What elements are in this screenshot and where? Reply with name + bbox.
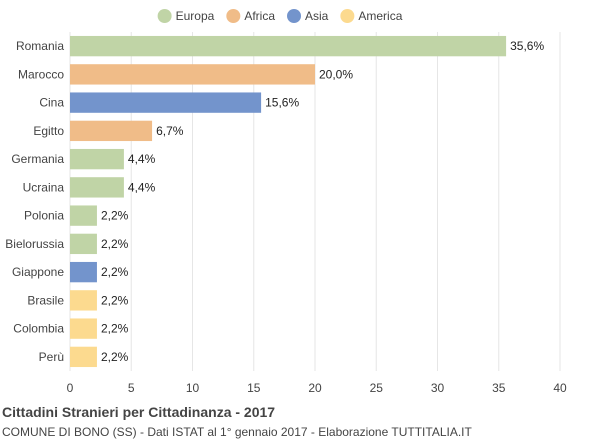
value-label: 20,0% bbox=[319, 67, 353, 81]
category-label: Perù bbox=[39, 350, 64, 364]
x-tick-label: 15 bbox=[247, 381, 261, 395]
legend-label: Asia bbox=[305, 9, 329, 23]
bar-chart: Europa Africa Asia America Romania Marocco Ci… bbox=[5, 9, 567, 395]
category-label: Bielorussia bbox=[5, 237, 64, 251]
chart-bars bbox=[70, 35, 507, 368]
chart-gridlines bbox=[69, 32, 561, 371]
bar bbox=[70, 290, 97, 311]
x-tick-label: 30 bbox=[431, 381, 445, 395]
value-label: 15,6% bbox=[265, 96, 299, 110]
legend-swatch bbox=[340, 9, 355, 23]
x-tick-label: 20 bbox=[308, 381, 322, 395]
category-label: Brasile bbox=[27, 293, 64, 307]
value-label: 35,6% bbox=[510, 39, 544, 53]
value-label: 2,2% bbox=[101, 209, 129, 223]
legend-label: Africa bbox=[244, 9, 275, 23]
y-axis-labels: Romania Marocco Cina Egitto Germania Ucraina P… bbox=[5, 39, 64, 364]
x-tick-label: 35 bbox=[492, 381, 506, 395]
bar bbox=[70, 92, 262, 113]
bar bbox=[70, 261, 97, 283]
category-label: Colombia bbox=[13, 322, 64, 336]
chart-title: Cittadini Stranieri per Cittadinanza - 2… bbox=[2, 404, 276, 420]
value-label: 6,7% bbox=[156, 124, 184, 138]
category-label: Ucraina bbox=[23, 180, 65, 194]
category-label: Giappone bbox=[12, 265, 64, 279]
bar bbox=[70, 233, 97, 255]
x-tick-label: 40 bbox=[553, 381, 567, 395]
category-label: Cina bbox=[39, 96, 64, 110]
legend-swatch bbox=[157, 9, 172, 23]
x-tick-label: 0 bbox=[67, 381, 74, 395]
legend-swatch bbox=[287, 9, 302, 23]
x-tick-label: 5 bbox=[128, 381, 135, 395]
legend-label: America bbox=[358, 9, 402, 23]
value-label: 2,2% bbox=[101, 350, 129, 364]
value-label: 2,2% bbox=[101, 322, 129, 336]
value-label: 2,2% bbox=[101, 237, 129, 251]
chart-subtitle: COMUNE DI BONO (SS) - Dati ISTAT al 1° g… bbox=[2, 425, 472, 439]
bar bbox=[70, 35, 507, 57]
bar bbox=[70, 148, 124, 170]
category-label: Romania bbox=[16, 39, 64, 53]
x-tick-label: 25 bbox=[370, 381, 384, 395]
bar bbox=[70, 205, 97, 226]
bar bbox=[70, 177, 124, 198]
x-tick-label: 10 bbox=[186, 381, 200, 395]
category-label: Egitto bbox=[33, 124, 64, 138]
value-label: 4,4% bbox=[128, 180, 156, 194]
legend-swatch bbox=[226, 9, 241, 23]
bar bbox=[70, 64, 315, 85]
legend-label: Europa bbox=[176, 9, 215, 23]
bar bbox=[70, 318, 97, 339]
chart-legend: Europa Africa Asia America bbox=[157, 9, 403, 23]
category-label: Marocco bbox=[18, 67, 64, 81]
value-label: 4,4% bbox=[128, 152, 156, 166]
category-label: Polonia bbox=[24, 209, 64, 223]
bar bbox=[70, 346, 97, 368]
category-label: Germania bbox=[11, 152, 64, 166]
value-label: 2,2% bbox=[101, 265, 129, 279]
bar bbox=[70, 120, 153, 142]
value-labels: 35,6%20,0%15,6%6,7%4,4%4,4%2,2%2,2%2,2%2… bbox=[101, 39, 545, 364]
x-axis-labels: 0 5 10 15 20 25 30 35 40 bbox=[67, 381, 567, 395]
value-label: 2,2% bbox=[101, 293, 129, 307]
